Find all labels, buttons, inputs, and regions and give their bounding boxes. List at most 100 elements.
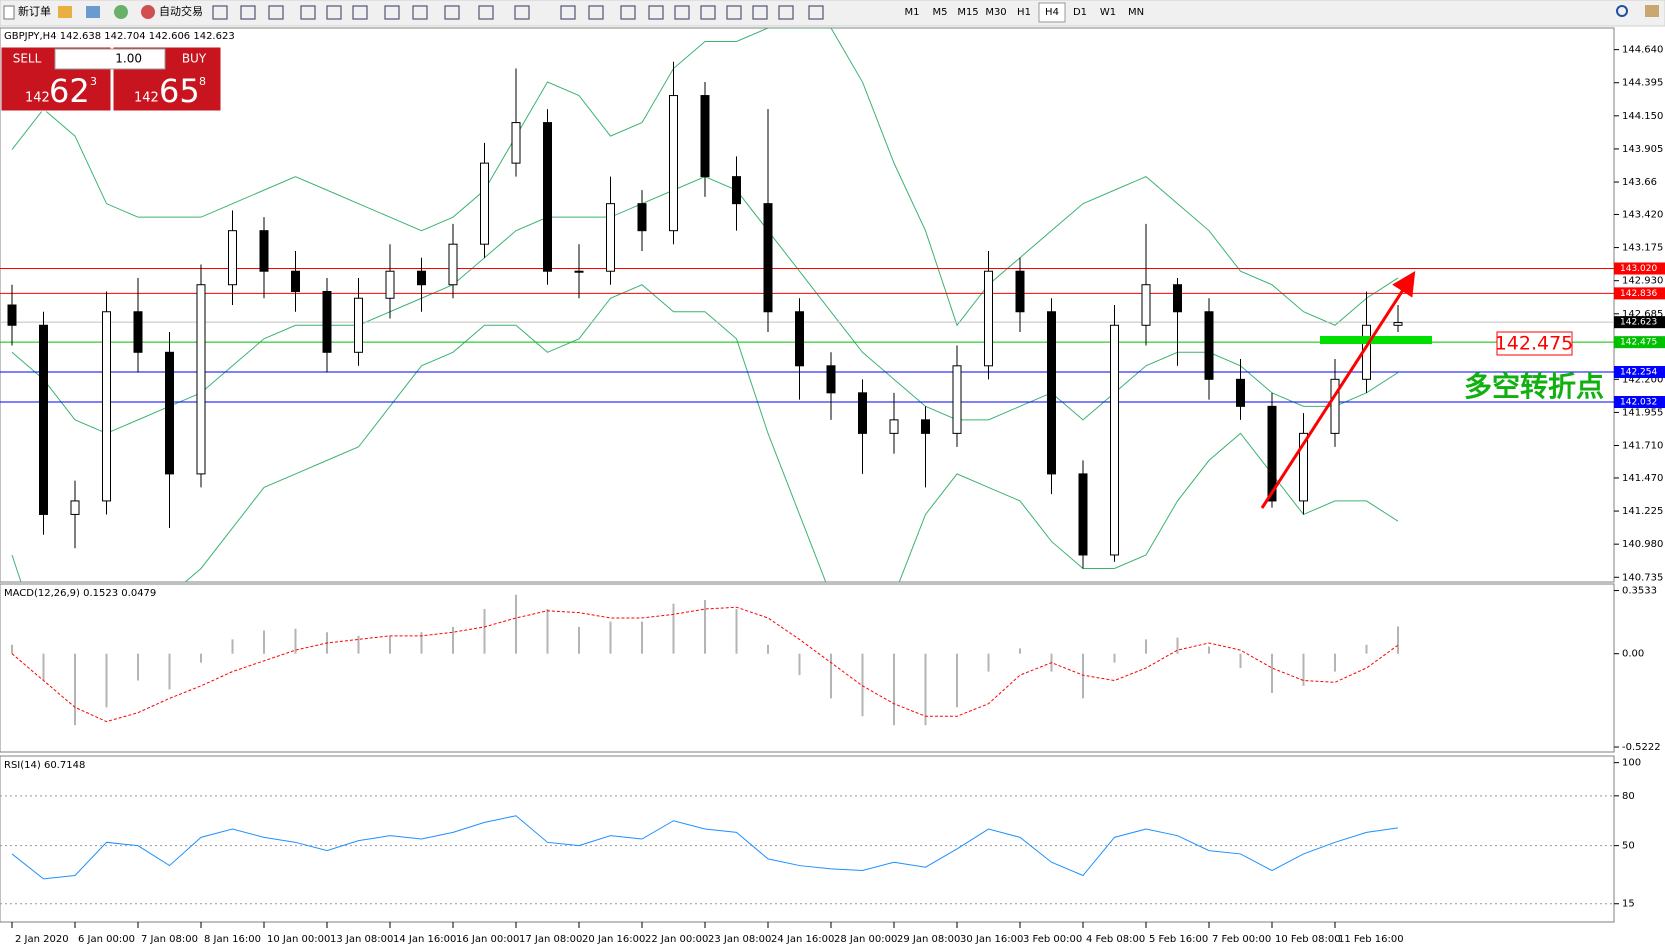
main-chart: 144.640 144.395 144.150 143.905 143.66 143.42… xyxy=(0,28,1665,583)
level-label: 142.032 xyxy=(1620,398,1657,408)
tool-icon[interactable] xyxy=(478,5,494,20)
search[interactable] xyxy=(1616,5,1628,17)
timeframe[interactable]: W1 xyxy=(1100,7,1116,18)
buy-button[interactable]: BUY xyxy=(182,52,207,66)
candle-body xyxy=(165,351,174,475)
y-tick-label: 140.980 xyxy=(1622,539,1663,550)
candle-body xyxy=(858,392,867,434)
pivot-note: 多空转折点 xyxy=(1464,370,1604,403)
candle-body xyxy=(102,311,111,502)
y-tick-label: 141.225 xyxy=(1622,506,1663,517)
candle-body xyxy=(1330,378,1340,434)
candle-body xyxy=(984,270,993,367)
indicator-title: RSI(14) 60.7148 xyxy=(4,760,85,771)
y-tick-label: 142.930 xyxy=(1622,276,1663,287)
new-order[interactable]: 新订单 xyxy=(18,4,51,18)
messages[interactable] xyxy=(1645,5,1659,17)
x-tick-label: 10 Feb 08:00 xyxy=(1275,934,1341,945)
sell-button[interactable]: SELL xyxy=(13,52,42,66)
tool-icon[interactable] xyxy=(412,5,428,20)
tf-active[interactable] xyxy=(1038,2,1066,23)
sell-frac: 3 xyxy=(90,75,97,88)
tool-icon[interactable] xyxy=(268,5,284,20)
x-tick-label: 4 Feb 08:00 xyxy=(1086,934,1145,945)
timeframe[interactable]: M15 xyxy=(957,7,978,18)
rsi-panel xyxy=(0,755,1615,923)
rsi-line xyxy=(11,815,1399,880)
timeframe[interactable]: MN xyxy=(1128,7,1144,18)
tool-icon[interactable] xyxy=(700,5,716,20)
y-tick-label: 143.905 xyxy=(1622,144,1663,155)
x-tick-label: 5 Feb 16:00 xyxy=(1149,934,1208,945)
icon[interactable] xyxy=(86,6,100,18)
sell-pips: 62 xyxy=(49,72,90,110)
tool-icon[interactable] xyxy=(384,5,400,20)
tool-icon[interactable] xyxy=(352,5,368,20)
tool-icon[interactable] xyxy=(514,5,530,20)
macd-chart: MACD(12,26,9) 0.1523 0.0479 0.3533 0.00 -0.… xyxy=(4,586,1661,753)
y-tick-label: 141.710 xyxy=(1622,441,1663,452)
candle-body xyxy=(448,243,458,286)
new-order-icon[interactable] xyxy=(3,5,15,20)
icon[interactable] xyxy=(58,6,72,18)
current-price-tag xyxy=(1614,316,1665,329)
x-tick-label: 28 Jan 00:00 xyxy=(834,934,897,945)
tool-icon[interactable] xyxy=(778,5,794,20)
sell-big: 142 xyxy=(25,91,50,106)
candle-body xyxy=(480,162,489,245)
timeframe[interactable]: M5 xyxy=(933,7,948,18)
y-tick-label: 143.420 xyxy=(1622,209,1663,220)
candle-body xyxy=(1078,473,1088,556)
x-tick-label: 29 Jan 08:00 xyxy=(897,934,960,945)
level-tag xyxy=(1614,287,1665,300)
level-label: 142.254 xyxy=(1620,368,1657,378)
y-tick-label: 140.735 xyxy=(1622,572,1663,583)
tool-icon[interactable] xyxy=(726,5,742,20)
auto-trading[interactable]: 自动交易 xyxy=(159,4,203,18)
y-tick-label: 142.200 xyxy=(1622,374,1663,385)
tool-icon[interactable] xyxy=(620,5,636,20)
y-tick-label: 142.685 xyxy=(1622,309,1663,320)
auto-trading-icon[interactable] xyxy=(141,5,155,19)
tool-icon[interactable] xyxy=(560,5,576,20)
x-tick-label: 22 Jan 00:00 xyxy=(645,934,708,945)
main-panel xyxy=(0,27,1615,583)
candle-body xyxy=(417,270,426,286)
candle-body xyxy=(1141,284,1151,326)
tool-icon[interactable] xyxy=(808,5,824,20)
symbol-info: GBPJPY,H4 142.638 142.704 142.606 142.62… xyxy=(4,31,235,42)
lots[interactable]: 1.00 xyxy=(115,52,142,66)
tool-icon[interactable] xyxy=(326,5,342,20)
candle-body xyxy=(511,122,521,164)
x-tick-label: 14 Jan 16:00 xyxy=(393,934,456,945)
candle-body xyxy=(889,419,899,434)
tool-icon[interactable] xyxy=(588,5,604,20)
timeframe[interactable]: M1 xyxy=(905,7,920,18)
y-tick-label: -0.5222 xyxy=(1622,742,1661,753)
candle-body xyxy=(259,230,269,272)
timeframe[interactable]: H1 xyxy=(1017,7,1031,18)
current-price-label: 142.623 xyxy=(1620,318,1657,328)
candle-body xyxy=(921,419,930,434)
lots-box[interactable] xyxy=(54,48,166,70)
x-tick-label: 24 Jan 16:00 xyxy=(771,934,834,945)
timeframe[interactable]: M30 xyxy=(985,7,1006,18)
timeframe[interactable]: H4 xyxy=(1045,7,1059,18)
icon[interactable] xyxy=(114,5,128,19)
tool-icon[interactable] xyxy=(240,5,256,20)
candle-body xyxy=(1236,378,1245,407)
x-tick-label: 6 Jan 00:00 xyxy=(78,934,135,945)
candle-body xyxy=(763,203,773,313)
candle-body xyxy=(700,95,710,178)
level-tag xyxy=(1614,366,1665,379)
x-tick-label: 17 Jan 08:00 xyxy=(519,934,582,945)
tool-icon[interactable] xyxy=(648,5,664,20)
tool-icon[interactable] xyxy=(212,5,228,20)
tool-icon[interactable] xyxy=(752,5,768,20)
candle-body xyxy=(39,324,48,515)
time-axis: 2 Jan 2020 6 Jan 00:00 7 Jan 08:00 8 Jan 16… xyxy=(11,922,1404,945)
tool-icon[interactable] xyxy=(300,5,316,20)
tool-icon[interactable] xyxy=(444,5,460,20)
timeframe[interactable]: D1 xyxy=(1073,7,1087,18)
tool-icon[interactable] xyxy=(674,5,690,20)
